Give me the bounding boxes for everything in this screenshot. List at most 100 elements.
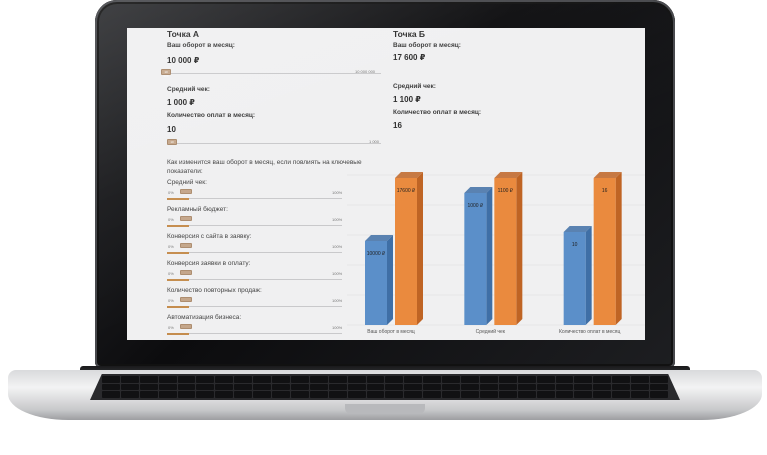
factor-slider-handle[interactable] (180, 189, 192, 194)
bar-top-face (365, 235, 393, 241)
keyboard-key (461, 376, 479, 383)
bar-point-a (563, 232, 586, 325)
point-b-avg-check-value: 1 100 ₽ (393, 95, 421, 104)
factor-max: 100% (332, 244, 343, 249)
keyboard-key (102, 376, 120, 383)
factor-slider-fill (167, 198, 189, 200)
keyboard-key (404, 376, 423, 383)
point-a-payments-label: Количество оплат в месяц: (167, 112, 256, 119)
bar-side-face (387, 235, 393, 325)
keyboard-key (423, 391, 442, 398)
bar-top-face (593, 172, 622, 178)
keyboard-key (347, 383, 366, 391)
factor-slider-track[interactable] (167, 333, 342, 334)
factor-slider-fill (167, 252, 189, 254)
bar-top-face (494, 172, 523, 178)
factor-min: 0% (168, 190, 174, 195)
keyboard-key (650, 391, 668, 398)
payments-slider-track[interactable] (167, 143, 381, 144)
point-a-payments-value: 10 (167, 125, 176, 134)
keyboard-key (120, 391, 139, 398)
factor-slider-handle[interactable] (180, 243, 192, 248)
bar-data-label: 10 (572, 242, 578, 248)
keyboard-key (631, 383, 650, 391)
turnover-slider-track[interactable] (167, 73, 381, 74)
factor-min: 0% (168, 244, 174, 249)
chart-category-label: Средний чек (476, 328, 506, 335)
keyboard-key (272, 376, 290, 383)
bar-data-label: 16 (602, 188, 608, 194)
keyboard-key (253, 376, 272, 383)
keyboard-key (574, 376, 593, 383)
keyboard-key (234, 391, 253, 398)
keyboard-key (234, 376, 253, 383)
payments-slider-max: 1 000 (369, 139, 380, 144)
factor-slider-handle[interactable] (180, 297, 192, 302)
factor-label: Рекламный бюджет: (167, 206, 228, 213)
keyboard-key (555, 391, 574, 398)
factor-min: 0% (168, 298, 174, 303)
keyboard-key (139, 376, 158, 383)
factor-slider-fill (167, 333, 189, 335)
turnover-slider-handle[interactable]: 10 000 (161, 69, 171, 78)
bar-side-face (417, 172, 423, 325)
keyboard-key (272, 391, 290, 398)
turnover-slider-max: 10 000 000 (355, 69, 376, 74)
factor-label: Автоматизация бизнеса: (167, 314, 242, 321)
keyboard-key (498, 376, 517, 383)
keyboard-key (517, 391, 536, 398)
bar-point-b (593, 178, 616, 325)
keyboard-key (177, 376, 196, 383)
keyboard-key (574, 383, 593, 391)
keyboard-key (177, 391, 196, 398)
keyboard-key (215, 383, 234, 391)
chart-category-label: Количество оплат в месяц (559, 329, 620, 335)
keyboard-key (290, 376, 309, 383)
factor-min: 0% (168, 217, 174, 222)
factor-max: 100% (332, 325, 343, 330)
bar-side-face (615, 172, 622, 325)
keyboard-key (309, 383, 328, 391)
bar-top-face (395, 172, 423, 178)
keyboard-key (139, 391, 158, 398)
keyboard-key (177, 383, 196, 391)
factor-max: 100% (332, 271, 343, 276)
bar-data-label: 1100 ₽ (498, 188, 514, 194)
factor-min: 0% (168, 325, 174, 330)
laptop-keyboard (90, 374, 680, 400)
bar-point-a (464, 193, 487, 325)
factor-slider-track[interactable] (167, 252, 342, 253)
keyboard-key (536, 383, 555, 391)
keyboard-key (461, 383, 479, 391)
keyboard-key (612, 391, 631, 398)
point-a-title: Точка А (167, 29, 200, 39)
keyboard-key (366, 391, 385, 398)
keyboard-key (328, 383, 347, 391)
keyboard-key (498, 383, 517, 391)
bar-point-a (365, 241, 387, 325)
factor-slider-track[interactable] (167, 225, 342, 226)
factor-slider-track[interactable] (167, 198, 342, 199)
keyboard-key (290, 391, 309, 398)
bar-data-label: 17600 ₽ (397, 188, 416, 194)
keyboard-key (555, 376, 574, 383)
bar-top-face (464, 187, 493, 193)
factor-slider-handle[interactable] (180, 270, 192, 275)
factor-slider-track[interactable] (167, 279, 342, 280)
keyboard-key (385, 376, 404, 383)
keyboard-key (612, 376, 631, 383)
keyboard-key (479, 391, 498, 398)
bar-point-b (494, 178, 517, 325)
factor-slider-track[interactable] (167, 306, 342, 307)
factor-slider-handle[interactable] (180, 324, 192, 329)
keyboard-key (423, 383, 442, 391)
factor-min: 0% (168, 271, 174, 276)
keyboard-key (102, 383, 120, 391)
bar-side-face (585, 226, 592, 325)
point-b-turnover-value: 17 600 ₽ (393, 53, 426, 62)
factor-slider-handle[interactable] (180, 216, 192, 221)
factors-question: Как изменится ваш оборот в месяц, если п… (167, 159, 362, 175)
keyboard-key (215, 376, 234, 383)
payments-slider-handle[interactable]: 10 (167, 139, 177, 145)
keyboard-key (158, 376, 177, 383)
